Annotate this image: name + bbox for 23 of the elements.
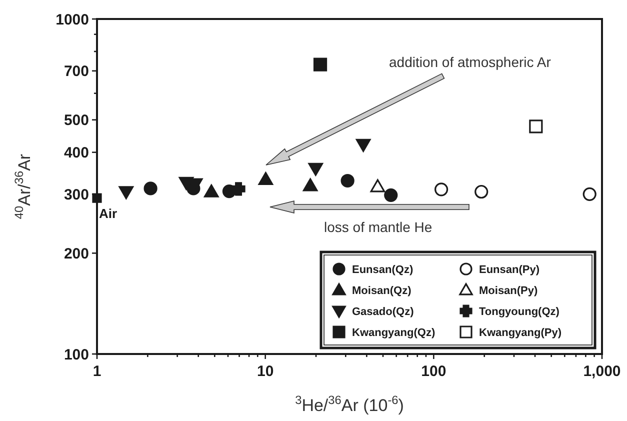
legend-label: Kwangyang(Py): [479, 326, 562, 339]
legend-label: Moisan(Qz): [352, 284, 412, 297]
annotation: addition of atmospheric Ar: [389, 54, 552, 70]
y-tick-label: 700: [64, 63, 89, 80]
y-tick-label: 1000: [56, 11, 89, 28]
annotation: Air: [99, 206, 118, 222]
x-tick-label: 1: [92, 363, 102, 380]
legend-label: Gasado(Qz): [352, 306, 414, 318]
y-tick-label: 500: [64, 112, 89, 130]
y-tick-label: 100: [64, 346, 89, 364]
x-axis-title: $^{3}$He/$^{36}$Ar (10$^{-6}$): [295, 393, 404, 415]
y-tick-label: 400: [64, 144, 89, 162]
x-tick-label: 100: [421, 363, 446, 380]
y-tick-label: 200: [64, 245, 89, 262]
x-tick-label: 10: [256, 363, 274, 380]
x-tick-label: 1,000: [583, 363, 621, 380]
y-tick-label: 300: [64, 186, 89, 204]
legend-label: Eunsan(Qz): [352, 264, 414, 276]
legend-label: Kwangyang(Qz): [352, 326, 436, 339]
annotation: loss of mantle He: [324, 219, 432, 235]
legend-label: Tongyoung(Qz): [479, 306, 560, 318]
legend-label: Moisan(Py): [479, 284, 538, 297]
legend-label: Eunsan(Py): [479, 264, 540, 276]
